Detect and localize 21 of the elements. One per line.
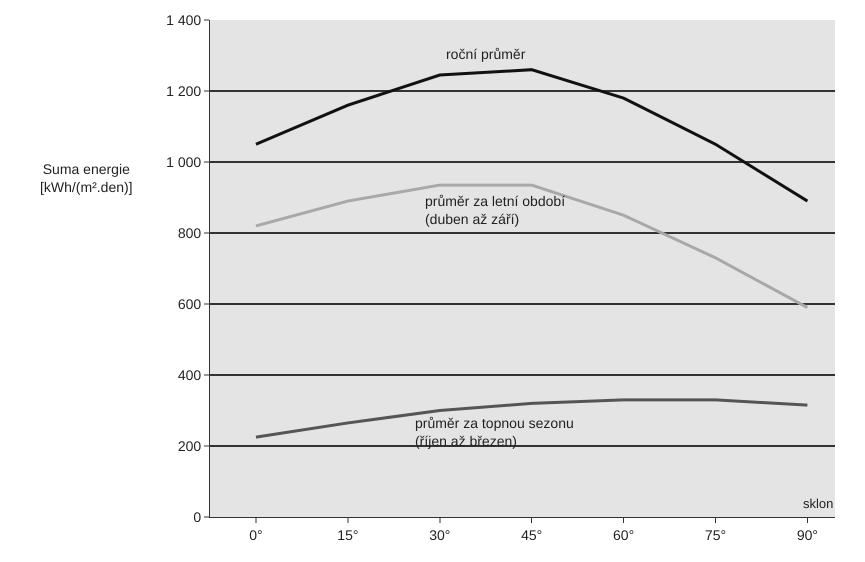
x-tick-label: 60° bbox=[613, 526, 634, 543]
y-axis-title: Suma energie [kWh/(m².den)] bbox=[40, 161, 133, 196]
x-tick-label: 30° bbox=[429, 526, 450, 543]
y-tick-label: 1 200 bbox=[166, 82, 202, 99]
y-tick-label: 1 000 bbox=[166, 154, 202, 170]
x-axis-title: sklon bbox=[803, 496, 834, 511]
x-tick-label: 45° bbox=[521, 526, 542, 543]
series-label: průměr za letní období (duben až září) bbox=[425, 193, 566, 228]
x-tick-label: 75° bbox=[704, 526, 726, 543]
y-tick-label: 600 bbox=[178, 296, 202, 312]
y-tick-label: 400 bbox=[178, 366, 202, 383]
y-tick-label: 0 bbox=[193, 508, 202, 525]
y-tick-label: 1 400 bbox=[166, 12, 202, 28]
y-tick-label: 800 bbox=[178, 224, 202, 241]
y-tick-label: 200 bbox=[178, 438, 202, 454]
x-tick-label: 0° bbox=[249, 526, 263, 543]
x-tick-label: 15° bbox=[337, 526, 358, 543]
x-tick-label: 90° bbox=[796, 526, 818, 543]
series-label: průměr za topnou sezonu (říjen až březen) bbox=[415, 415, 574, 450]
series-label: roční průměr bbox=[446, 46, 526, 62]
line-series bbox=[254, 184, 809, 310]
